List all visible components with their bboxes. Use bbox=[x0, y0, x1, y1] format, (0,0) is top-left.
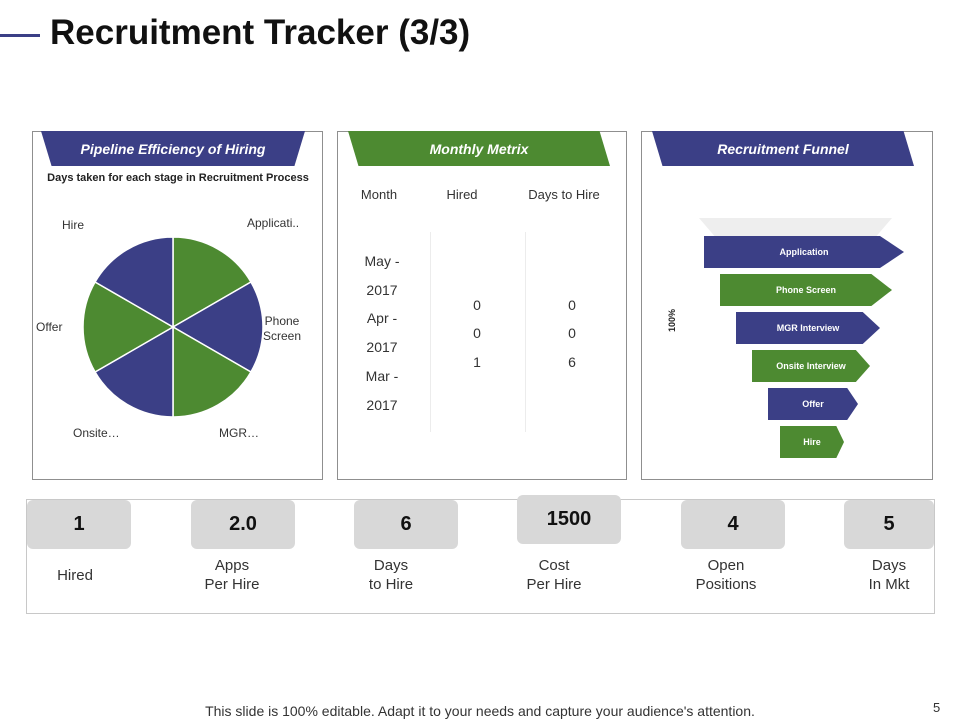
funnel-top-shadow bbox=[699, 218, 892, 236]
pie-slice-application bbox=[172, 236, 252, 329]
month-cell: 2017 bbox=[366, 397, 398, 413]
pie-label-mgr: MGR… bbox=[219, 426, 259, 440]
pie-slice-mgr-interview bbox=[172, 325, 252, 418]
pie-slice-onsite-interview bbox=[94, 325, 174, 418]
kpi-label-days-in-mkt: Days In Mkt bbox=[868, 557, 910, 593]
column-header-hired: Hired bbox=[446, 187, 478, 202]
footer-note: This slide is 100% editable. Adapt it to… bbox=[205, 703, 755, 719]
days-to-hire-cell: 6 bbox=[568, 354, 576, 370]
pipeline-efficiency-header: Pipeline Efficiency of Hiring bbox=[41, 131, 305, 166]
page-number: 5 bbox=[933, 700, 941, 715]
pie-slice-phone-screen bbox=[171, 280, 264, 374]
monthly-metrix-header: Monthly Metrix bbox=[348, 131, 610, 166]
pie-label-application: Applicati.. bbox=[247, 216, 300, 230]
kpi-value-days-in-mkt: 5 bbox=[844, 500, 934, 549]
funnel-stage-phone-screen: Phone Screen bbox=[720, 274, 892, 306]
kpi-strip bbox=[26, 499, 935, 614]
kpi-value-days-to-hire: 6 bbox=[354, 500, 458, 549]
pie-label-phone-screen: Phone Screen bbox=[263, 314, 302, 343]
column-divider bbox=[525, 232, 526, 432]
month-cell: May - bbox=[364, 253, 400, 269]
column-header-month: Month bbox=[360, 187, 398, 202]
kpi-label-days-to-hire: Days to Hire bbox=[368, 557, 414, 593]
pie-label-hire: Hire bbox=[62, 218, 85, 232]
hired-cell: 1 bbox=[473, 354, 481, 370]
month-cell: Mar - bbox=[365, 368, 399, 384]
pie-chart-title: Days taken for each stage in Recruitment… bbox=[47, 172, 309, 184]
kpi-label-open-positions: Open Positions bbox=[695, 557, 757, 593]
month-cell: 2017 bbox=[366, 339, 398, 355]
pie-label-offer: Offer bbox=[36, 320, 63, 334]
funnel-stage-application: Application bbox=[704, 236, 904, 268]
monthly-metrix-panel: Monthly Metrix Month Hired Days to Hire … bbox=[337, 131, 627, 480]
funnel-stage-offer: Offer bbox=[768, 388, 858, 420]
kpi-value-cost-per-hire: 1500 bbox=[517, 495, 621, 544]
kpi-value-hired: 1 bbox=[27, 500, 131, 549]
kpi-value-open-positions: 4 bbox=[681, 500, 785, 549]
kpi-label-hired: Hired bbox=[57, 567, 93, 584]
pie-chart bbox=[82, 236, 264, 418]
pie-label-onsite: Onsite… bbox=[73, 426, 120, 440]
title-accent-line bbox=[0, 34, 40, 37]
kpi-label-cost-per-hire: Cost Per Hire bbox=[526, 557, 582, 593]
funnel-stage-onsite-interview: Onsite Interview bbox=[752, 350, 870, 382]
days-to-hire-cell: 0 bbox=[568, 297, 576, 313]
month-cell: Apr - bbox=[366, 310, 398, 326]
pipeline-efficiency-panel: Pipeline Efficiency of Hiring Days taken… bbox=[32, 131, 323, 480]
hired-cell: 0 bbox=[473, 325, 481, 341]
column-header-days-to-hire: Days to Hire bbox=[528, 187, 600, 202]
recruitment-funnel-header: Recruitment Funnel bbox=[652, 131, 914, 166]
funnel-stage-mgr-interview: MGR Interview bbox=[736, 312, 880, 344]
pie-slice-hire bbox=[94, 236, 174, 329]
recruitment-funnel-panel: Recruitment Funnel 100% Application Phon… bbox=[641, 131, 933, 480]
kpi-label-apps-per-hire: Apps Per Hire bbox=[204, 557, 260, 593]
hired-cell: 0 bbox=[473, 297, 481, 313]
days-to-hire-cell: 0 bbox=[568, 325, 576, 341]
kpi-value-apps-per-hire: 2.0 bbox=[191, 500, 295, 549]
month-cell: 2017 bbox=[366, 282, 398, 298]
funnel-stage-hire: Hire bbox=[780, 426, 844, 458]
page-title: Recruitment Tracker (3/3) bbox=[50, 13, 471, 52]
column-divider bbox=[430, 232, 431, 432]
funnel-axis-label: 100% bbox=[667, 308, 677, 332]
pie-slice-offer bbox=[82, 280, 175, 374]
